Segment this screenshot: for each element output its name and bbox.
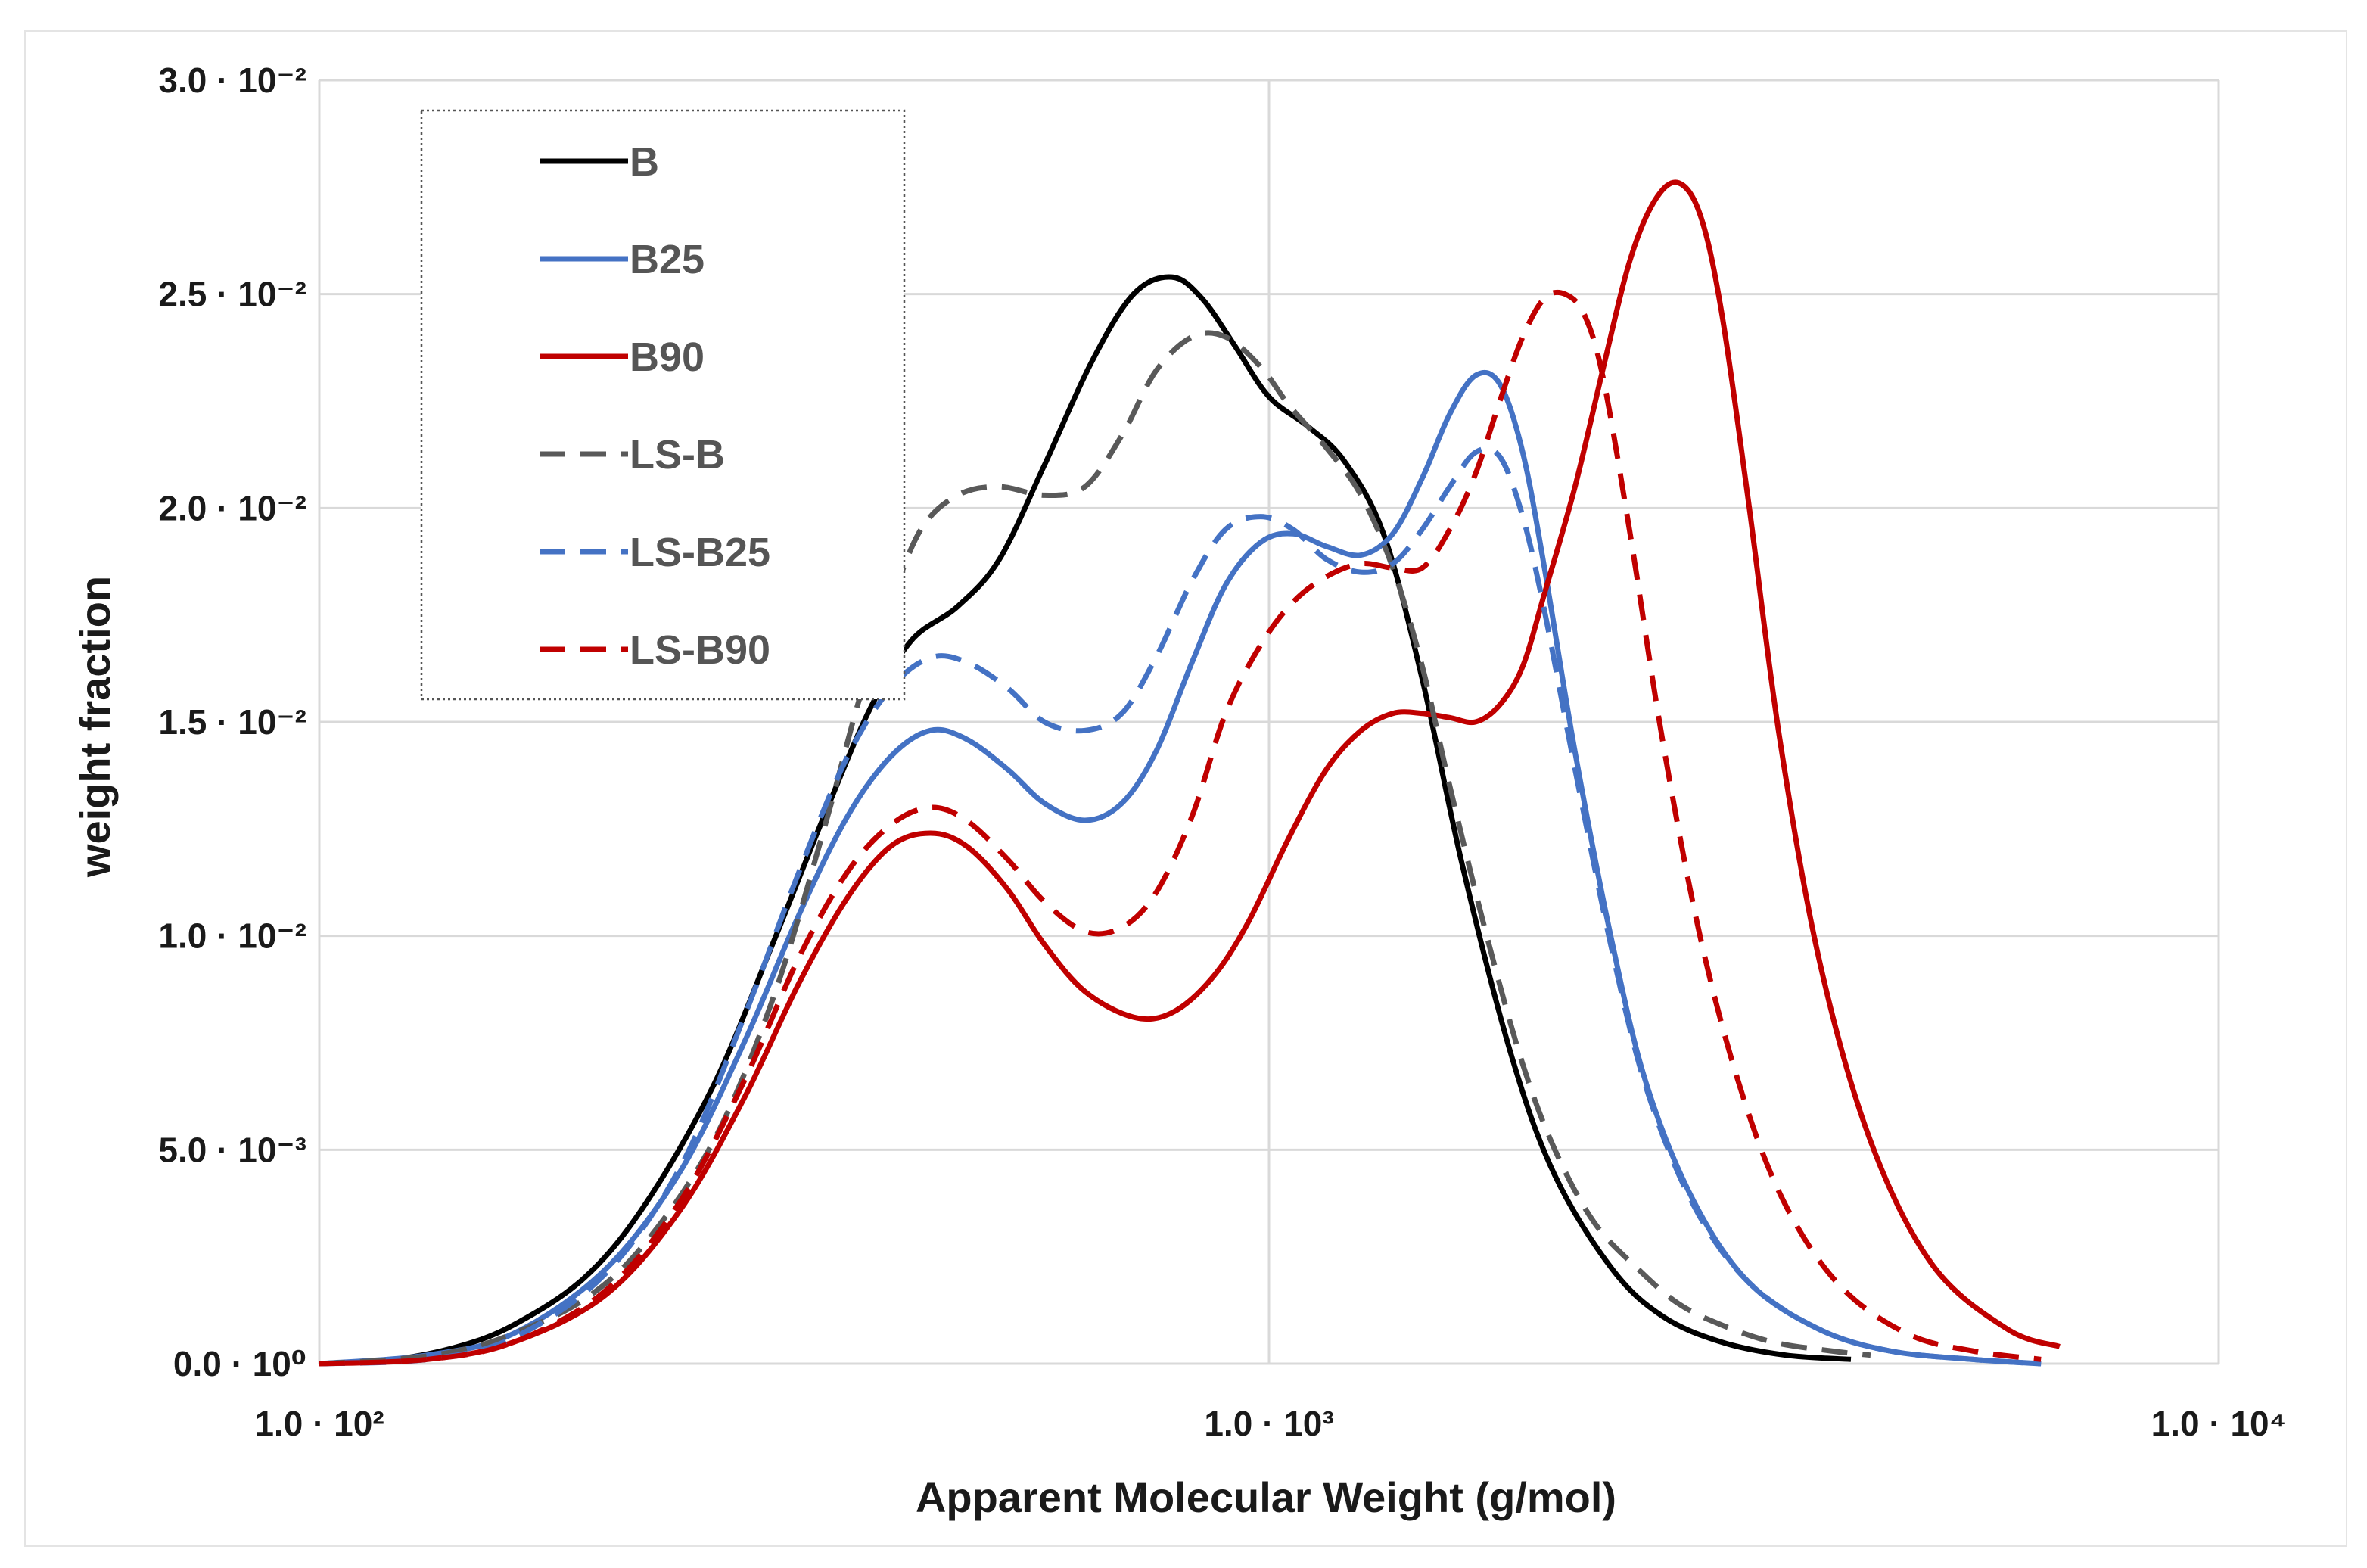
series-line-ls-b25 xyxy=(319,446,2042,1367)
y-tick-label: 2.5 · 10⁻² xyxy=(158,275,306,314)
y-tick-label: 5.0 · 10⁻³ xyxy=(158,1130,306,1169)
legend-label-ls-b90: LS-B90 xyxy=(630,627,770,673)
y-tick-label: 1.5 · 10⁻² xyxy=(158,702,306,742)
legend-box xyxy=(420,109,906,701)
x-tick-label: 1.0 · 10³ xyxy=(1204,1404,1333,1443)
y-tick-label: 0.0 · 10⁰ xyxy=(173,1344,306,1383)
x-tick-label: 1.0 · 10⁴ xyxy=(2151,1404,2287,1443)
legend-label-b: B xyxy=(630,139,659,185)
series-line-ls-b90 xyxy=(319,289,2042,1367)
x-tick-label: 1.0 · 10² xyxy=(254,1404,384,1443)
y-tick-label: 2.0 · 10⁻² xyxy=(158,488,306,527)
legend-label-b90: B90 xyxy=(630,334,705,380)
y-tick-label: 3.0 · 10⁻² xyxy=(158,61,306,100)
series-line-b25 xyxy=(319,369,2042,1367)
series-group xyxy=(319,179,2061,1367)
series-line-b xyxy=(319,274,1852,1367)
x-axis-title: Apparent Molecular Weight (g/mol) xyxy=(916,1473,1616,1521)
legend: B B25 B90 LS-B LS-B25 LS-B90 xyxy=(420,109,906,701)
x-tick-labels: 1.0 · 10² 1.0 · 10³ 1.0 · 10⁴ xyxy=(254,1404,2286,1443)
series-line-ls-b xyxy=(319,330,1871,1367)
series-line-b90 xyxy=(319,179,2061,1367)
y-tick-labels: 0.0 · 10⁰ 5.0 · 10⁻³ 1.0 · 10⁻² 1.5 · 10⁻² 2… xyxy=(158,61,306,1383)
legend-label-b25: B25 xyxy=(630,237,705,282)
chart-frame xyxy=(24,30,2347,1547)
legend-label-ls-b: LS-B xyxy=(630,432,725,478)
y-tick-label: 1.0 · 10⁻² xyxy=(158,916,306,956)
legend-label-ls-b25: LS-B25 xyxy=(630,530,770,575)
y-axis-title: weight fraction xyxy=(71,576,119,878)
